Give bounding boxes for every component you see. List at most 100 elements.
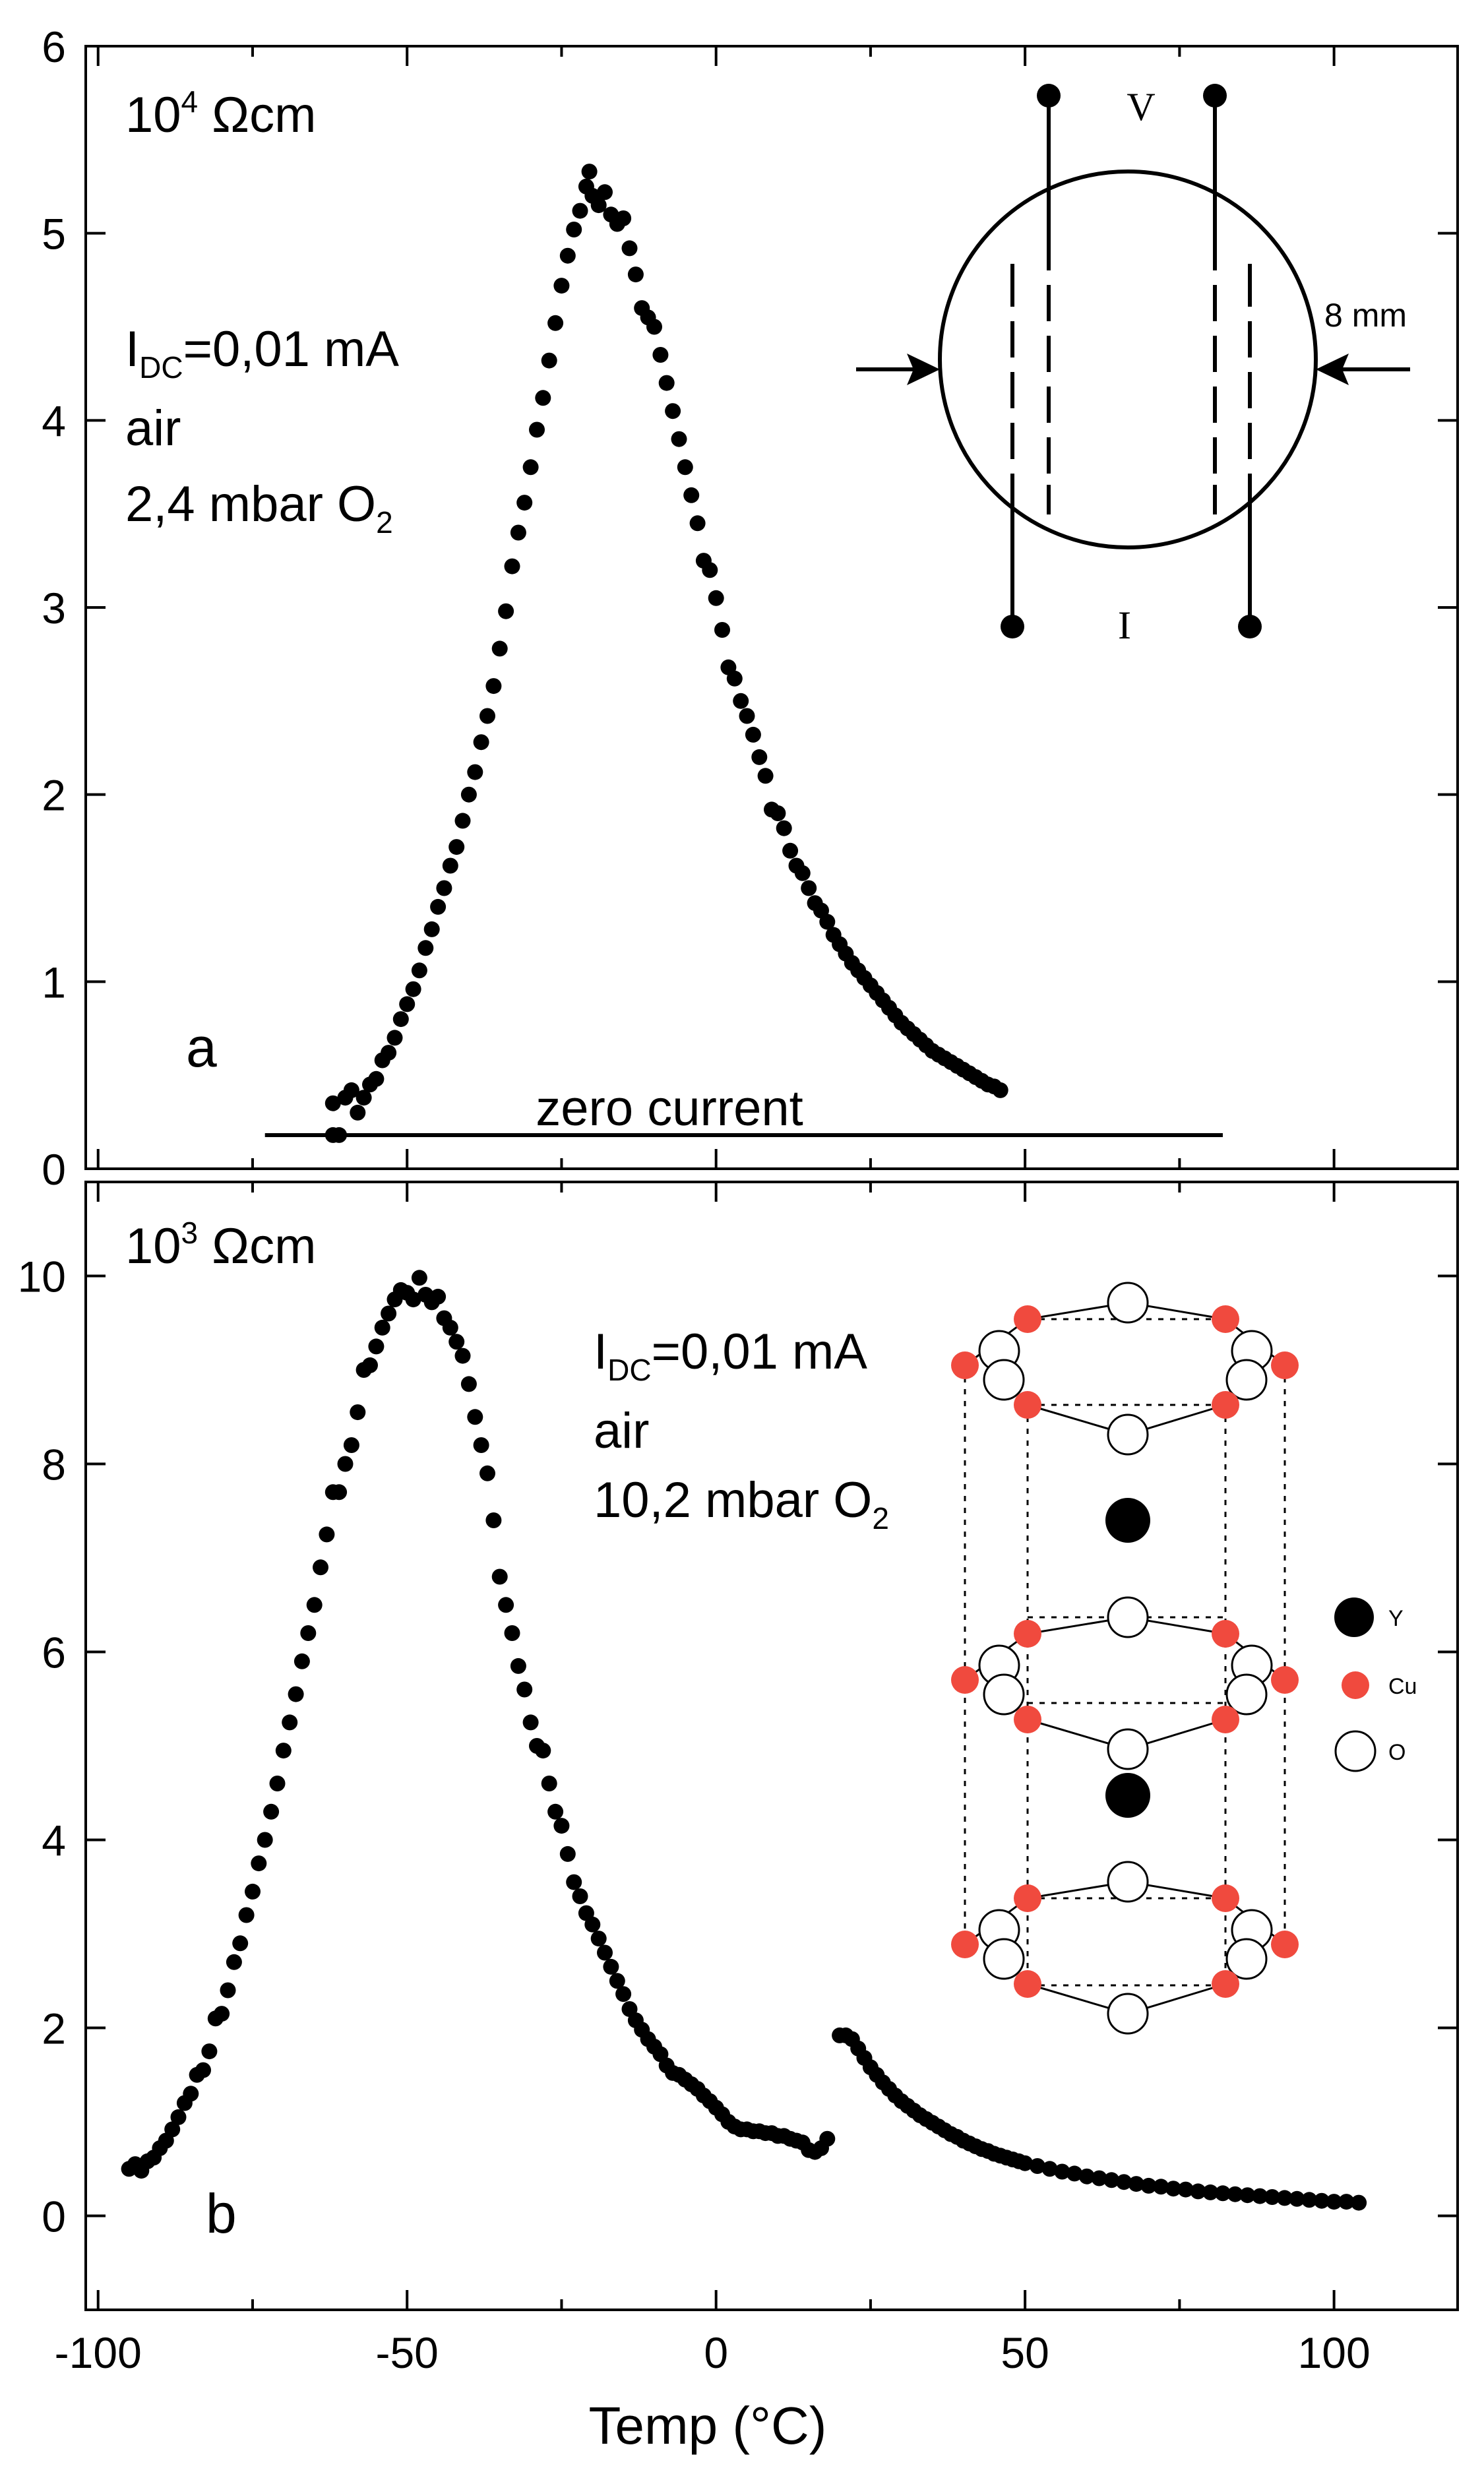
x-axis-title: Temp (°C) bbox=[589, 2396, 827, 2455]
data-point bbox=[553, 1818, 570, 1834]
data-point bbox=[226, 1954, 242, 1970]
data-point bbox=[257, 1832, 273, 1848]
panel-a: 0 1 2 3 4 5 6 104 Ωcm IDC=0,01 mA air 2,4 mbar… bbox=[42, 22, 1459, 1194]
data-point bbox=[572, 1888, 588, 1904]
data-point bbox=[590, 1931, 607, 1947]
data-point bbox=[504, 558, 520, 574]
data-point bbox=[343, 1437, 359, 1453]
terminal-i-left bbox=[1001, 615, 1024, 638]
data-point bbox=[362, 1357, 378, 1373]
data-point bbox=[541, 352, 557, 369]
data-point bbox=[201, 2043, 218, 2060]
oxygen-atom bbox=[1107, 1282, 1149, 1324]
data-point bbox=[313, 1559, 328, 1576]
data-point bbox=[1227, 2186, 1243, 2202]
data-point bbox=[1116, 2174, 1132, 2190]
data-point bbox=[1313, 2192, 1330, 2209]
data-point bbox=[454, 1348, 471, 1364]
data-point bbox=[460, 786, 477, 803]
panel-b-y-ticks: 0 2 4 6 8 10 bbox=[18, 1253, 1458, 2241]
copper-atom bbox=[1014, 1305, 1041, 1333]
data-point bbox=[430, 1288, 447, 1305]
data-point bbox=[485, 1512, 502, 1528]
panel-b-data-points bbox=[121, 1270, 1367, 2211]
x-tick-label: 0 bbox=[704, 2328, 728, 2377]
data-point bbox=[1351, 2194, 1367, 2211]
data-point bbox=[1264, 2189, 1280, 2205]
panel-b-x-ticks: -100 -50 0 50 100 bbox=[55, 1182, 1371, 2377]
data-point bbox=[739, 708, 755, 724]
data-point bbox=[392, 1011, 409, 1028]
data-point bbox=[300, 1625, 317, 1641]
data-point bbox=[350, 1104, 366, 1121]
data-point bbox=[232, 1935, 249, 1952]
data-point bbox=[615, 210, 632, 226]
data-point bbox=[819, 914, 836, 930]
data-point bbox=[559, 247, 576, 264]
data-point bbox=[319, 1526, 335, 1543]
data-point bbox=[1252, 2188, 1268, 2204]
panel-a-condition-atmosphere: air bbox=[125, 400, 181, 456]
data-point bbox=[553, 278, 570, 294]
data-point bbox=[566, 1874, 582, 1890]
data-point bbox=[251, 1855, 267, 1872]
y-tick-label: 4 bbox=[42, 396, 66, 445]
data-point bbox=[1041, 2161, 1058, 2177]
data-point bbox=[652, 347, 669, 363]
size-arrow-right-head bbox=[1316, 354, 1349, 385]
y-tick-label: 1 bbox=[42, 958, 66, 1007]
data-point bbox=[615, 1986, 632, 2002]
data-point bbox=[665, 403, 681, 419]
data-point bbox=[498, 603, 514, 619]
data-point bbox=[368, 1338, 385, 1355]
x-tick-label: 50 bbox=[1001, 2328, 1049, 2377]
terminal-v-right bbox=[1203, 84, 1227, 108]
data-point bbox=[411, 1270, 427, 1286]
y-tick-label: 3 bbox=[42, 584, 66, 633]
data-point bbox=[621, 240, 638, 257]
panel-b: 0 2 4 6 8 10 -100 -50 0 50 100 103 Ωcm IDC=0,01 m… bbox=[18, 1181, 1459, 2455]
data-point bbox=[473, 1437, 489, 1453]
data-point bbox=[183, 2086, 199, 2102]
panel-a-data-points bbox=[325, 164, 1008, 1143]
y-tick-label: 8 bbox=[42, 1441, 66, 1489]
data-point bbox=[411, 962, 427, 979]
data-point bbox=[714, 622, 730, 638]
data-point bbox=[430, 898, 447, 915]
x-tick-label: -100 bbox=[55, 2328, 142, 2377]
data-point bbox=[498, 1597, 514, 1613]
data-point bbox=[1067, 2165, 1083, 2182]
data-point bbox=[1140, 2177, 1157, 2194]
data-point bbox=[510, 524, 526, 541]
data-point bbox=[331, 1127, 348, 1143]
data-point bbox=[294, 1653, 310, 1669]
zero-current-annotation: zero current bbox=[536, 1080, 803, 1136]
data-point bbox=[566, 222, 582, 237]
legend-oxygen-marker bbox=[1334, 1730, 1376, 1772]
panel-b-condition-pressure: 10,2 mbar O2 bbox=[594, 1472, 889, 1535]
y-tick-label: 0 bbox=[42, 1145, 66, 1194]
copper-atom bbox=[1014, 1391, 1041, 1419]
legend-yttrium-marker bbox=[1334, 1597, 1374, 1637]
data-point bbox=[708, 590, 724, 606]
x-tick-label: -50 bbox=[376, 2328, 439, 2377]
data-point bbox=[467, 764, 483, 780]
panel-b-frame bbox=[84, 1181, 1459, 2311]
data-point bbox=[782, 842, 799, 859]
data-point bbox=[590, 197, 607, 214]
legend-yttrium-label: Y bbox=[1388, 1606, 1404, 1631]
data-point bbox=[368, 1070, 385, 1087]
data-point bbox=[529, 421, 545, 438]
data-point bbox=[405, 1291, 421, 1308]
panel-a-condition-current: IDC=0,01 mA bbox=[125, 321, 399, 385]
data-point bbox=[275, 1743, 292, 1759]
data-point bbox=[170, 2109, 187, 2125]
data-point bbox=[1029, 2158, 1045, 2174]
x-tick-label: 100 bbox=[1298, 2328, 1371, 2377]
yttrium-atom bbox=[1105, 1498, 1150, 1543]
data-point bbox=[516, 495, 533, 511]
data-point bbox=[214, 2006, 230, 2022]
data-point bbox=[776, 820, 792, 836]
panel-b-condition-current: IDC=0,01 mA bbox=[594, 1324, 867, 1387]
data-point bbox=[1190, 2183, 1206, 2200]
